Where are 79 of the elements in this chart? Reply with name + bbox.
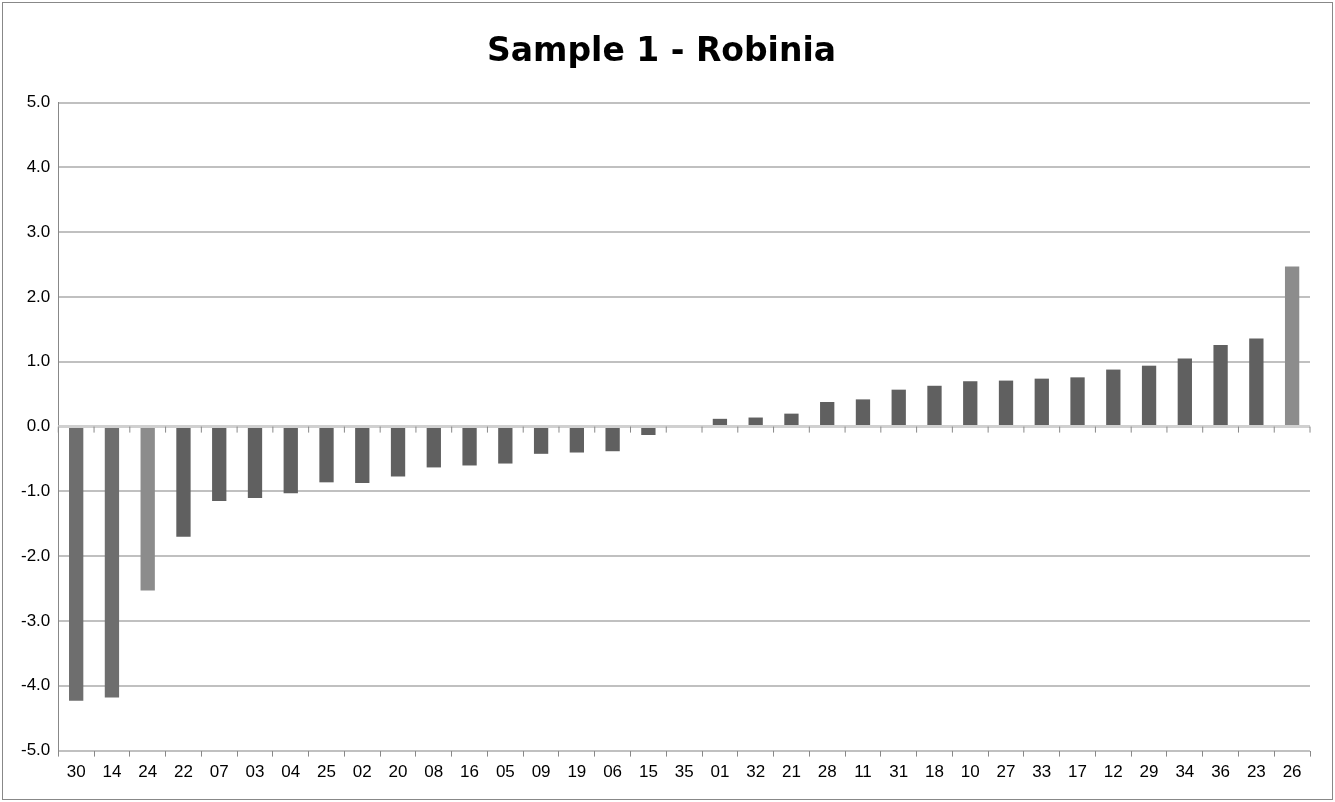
x-tick-label: 14: [102, 762, 122, 782]
y-tick-label: -2.0: [21, 545, 51, 565]
x-tick-label: 32: [746, 762, 766, 782]
bar: [1106, 369, 1121, 426]
x-tick-label: 36: [1211, 762, 1231, 782]
bar: [605, 427, 620, 452]
x-tick-label: 12: [1103, 762, 1123, 782]
y-tick-label: -5.0: [21, 740, 51, 760]
x-tick-label: 03: [245, 762, 265, 782]
y-tick-label: -4.0: [21, 675, 51, 695]
bar: [963, 381, 978, 426]
x-tick-label: 17: [1068, 762, 1087, 782]
bar: [69, 427, 84, 701]
x-tick-label: 04: [281, 762, 301, 782]
chart-title: Sample 1 - Robinia: [487, 30, 836, 70]
bar: [998, 380, 1014, 426]
x-tick-label: 11: [854, 762, 872, 782]
y-tick-label: -1.0: [21, 481, 51, 501]
x-tick-label: 24: [138, 762, 158, 782]
x-tick-label: 21: [781, 762, 801, 782]
y-tick-label: 5.0: [26, 92, 51, 112]
x-tick-label: 02: [352, 762, 372, 782]
bar: [1070, 377, 1085, 426]
x-tick-label: 09: [531, 762, 551, 782]
x-tick-label: 08: [424, 762, 444, 782]
bar: [355, 427, 370, 483]
bar: [426, 427, 441, 468]
bar: [1177, 358, 1192, 426]
x-tick-label: 25: [317, 762, 336, 782]
y-tick-label: 2.0: [26, 286, 51, 306]
bar: [283, 427, 298, 494]
x-tick-label: 22: [174, 762, 193, 782]
x-tick-label: 26: [1282, 762, 1302, 782]
x-tick-label: 29: [1139, 762, 1159, 782]
bar: [104, 427, 120, 698]
x-tick-label: 16: [460, 762, 480, 782]
bar: [1249, 338, 1264, 426]
bar: [1284, 266, 1300, 426]
x-tick-label: 18: [925, 762, 944, 782]
bar: [498, 427, 513, 464]
y-tick-label: 3.0: [26, 221, 51, 241]
bar: [1141, 365, 1157, 426]
x-tick-label: 06: [603, 762, 623, 782]
bar: [784, 413, 799, 426]
bar: [140, 427, 155, 591]
bar: [533, 427, 549, 454]
bar: [176, 427, 191, 537]
y-tick-label: 4.0: [26, 157, 51, 177]
x-tick-label: 20: [388, 762, 408, 782]
bar: [1034, 378, 1049, 426]
bar: [390, 427, 406, 477]
bar: [820, 401, 835, 426]
bar: [641, 427, 656, 436]
x-tick-label: 23: [1246, 762, 1266, 782]
y-tick-label: 1.0: [26, 351, 51, 371]
x-tick-label: 10: [960, 762, 980, 782]
y-tick-label: 0.0: [26, 416, 51, 436]
bar: [212, 427, 227, 502]
x-tick-label: 07: [209, 762, 229, 782]
x-tick-label: 30: [66, 762, 86, 782]
y-tick-label: -3.0: [21, 610, 51, 630]
x-tick-label: 01: [710, 762, 730, 782]
x-tick-label: 15: [638, 762, 658, 782]
x-tick-label: 33: [1032, 762, 1052, 782]
x-tick-label: 19: [567, 762, 587, 782]
bar: [319, 427, 334, 483]
x-tick-label: 28: [817, 762, 837, 782]
bar: [569, 427, 585, 453]
x-tick-label: 31: [889, 762, 909, 782]
bar: [855, 399, 871, 426]
bar: [247, 427, 263, 498]
x-tick-label: 35: [674, 762, 694, 782]
x-tick-label: 27: [996, 762, 1016, 782]
bar: [462, 427, 477, 466]
bar: [891, 389, 906, 426]
x-tick-label: 05: [495, 762, 515, 782]
bar: [927, 385, 942, 426]
x-tick-label: 34: [1175, 762, 1195, 782]
bar: [1213, 344, 1228, 426]
